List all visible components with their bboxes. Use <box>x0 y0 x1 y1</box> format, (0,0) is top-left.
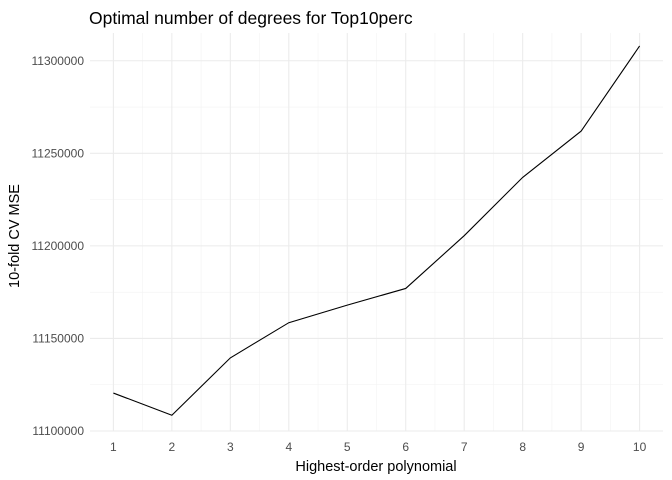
y-tick-label: 11300000 <box>32 54 85 68</box>
y-axis-ticks: 11100000 11150000 11200000 11250000 11300000 <box>32 54 85 438</box>
x-tick-label: 3 <box>227 440 234 454</box>
y-tick-label: 11150000 <box>32 331 84 345</box>
x-tick-label: 10 <box>633 440 647 454</box>
x-tick-label: 7 <box>461 440 468 454</box>
y-tick-label: 11100000 <box>32 424 84 438</box>
cv-mse-line <box>113 45 641 416</box>
x-tick-label: 5 <box>344 440 351 454</box>
x-tick-label: 1 <box>110 440 117 454</box>
series <box>113 45 641 416</box>
x-tick-label: 6 <box>402 440 409 454</box>
major-gridlines <box>90 33 663 432</box>
x-tick-label: 9 <box>578 440 585 454</box>
x-tick-label: 4 <box>285 440 292 454</box>
minor-gridlines <box>90 33 663 431</box>
y-axis-label: 10-fold CV MSE <box>7 184 23 288</box>
x-axis-label: Highest-order polynomial <box>295 459 456 475</box>
x-axis-ticks: 1 2 3 4 5 6 7 8 9 10 <box>110 440 647 454</box>
y-tick-label: 11200000 <box>32 239 85 253</box>
x-tick-label: 2 <box>169 440 176 454</box>
y-tick-label: 11250000 <box>32 146 85 160</box>
chart-title: Optimal number of degrees for Top10perc <box>89 8 413 28</box>
x-tick-label: 8 <box>519 440 526 454</box>
